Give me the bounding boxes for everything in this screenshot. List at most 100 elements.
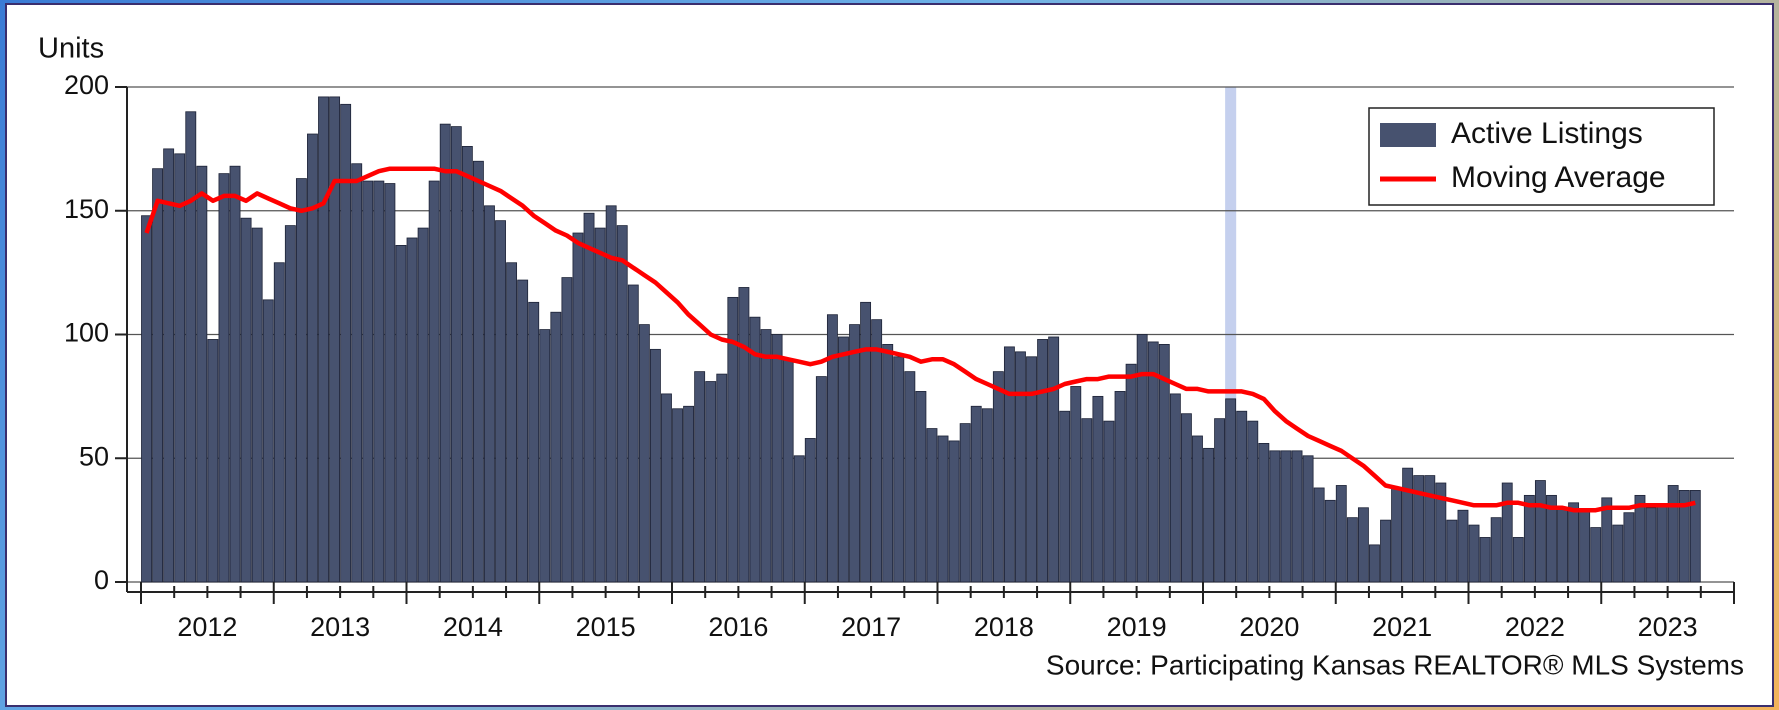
bar [1247,420,1259,583]
bar [1424,475,1436,583]
bar [882,343,894,583]
bar [1180,413,1192,583]
bar [1557,507,1568,583]
bar [528,301,540,583]
bar [1346,517,1358,583]
bar [506,262,518,583]
bar [1026,356,1037,583]
bar [594,227,606,583]
bar [495,220,506,583]
bar [937,435,949,583]
bar [871,319,883,583]
bar [926,428,938,583]
bar [749,316,761,583]
bar [351,163,363,583]
x-tick-label: 2013 [310,612,370,642]
bar [1192,435,1203,583]
bar [804,438,816,583]
bar [1435,482,1447,583]
y-tick-label: 0 [94,565,109,595]
bar [1169,393,1181,583]
bar [539,329,551,583]
bar [627,284,639,583]
bar [638,324,650,583]
bar [849,324,860,583]
bar [1324,499,1336,583]
legend-swatch [1380,123,1436,147]
bar [284,225,296,583]
bar [683,405,695,583]
bar [661,393,672,583]
bar [1479,537,1491,583]
y-tick-label: 100 [64,318,109,348]
bar [1103,420,1115,583]
legend-label: Moving Average [1451,161,1666,194]
bar [1081,418,1093,583]
bar [1402,467,1414,583]
legend-label: Active Listings [1451,117,1643,150]
bar [1313,487,1325,583]
bar [1280,450,1292,583]
bar [1623,512,1635,583]
bar [727,296,739,583]
bar [1258,442,1270,583]
bar [517,279,529,583]
bar [616,225,628,583]
bar [694,371,706,583]
bar [1590,527,1602,583]
bar [329,96,341,583]
bar [1568,502,1580,583]
bar [1490,517,1502,583]
bar [1059,410,1071,583]
x-tick-label: 2022 [1505,612,1565,642]
bar [373,180,385,583]
bar [1357,507,1369,583]
bar [229,165,241,583]
bar [760,329,772,583]
bar [1391,487,1403,583]
bar [1158,343,1170,583]
bar [1667,485,1679,583]
bar [163,148,175,583]
x-tick-label: 2020 [1239,612,1299,642]
bar [1501,482,1513,583]
bar [1203,447,1214,583]
bar [1678,490,1690,583]
x-tick-label: 2014 [443,612,503,642]
bar [1114,391,1126,583]
bar [152,168,164,583]
bar [251,227,263,583]
y-tick-label: 50 [79,441,109,471]
bar [1446,519,1458,583]
y-tick-label: 200 [64,70,109,100]
bar [1656,504,1668,583]
bar [417,227,429,583]
bar [395,244,407,583]
bar [384,183,396,583]
bar [1457,509,1469,583]
bar [1369,544,1380,583]
bar [583,212,595,583]
bar [572,232,584,583]
bar [1048,336,1060,583]
bar [992,371,1004,583]
bar [1645,507,1657,583]
source-note: Source: Participating Kansas REALTOR® ML… [1046,649,1744,680]
bar [705,381,717,583]
bar [860,301,872,583]
moving-average-line [144,166,1696,513]
x-tick-label: 2021 [1372,612,1432,642]
bar [1689,490,1701,583]
bar [782,358,794,583]
bar [450,126,462,583]
bar [1236,410,1248,583]
bar [1015,351,1026,583]
bar [1468,524,1480,583]
bar [484,205,495,583]
bar [893,356,905,583]
x-tick-label: 2017 [841,612,901,642]
y-tick-label: 150 [64,194,109,224]
x-tick-label: 2018 [974,612,1034,642]
bar [340,103,352,583]
bar [815,376,827,583]
